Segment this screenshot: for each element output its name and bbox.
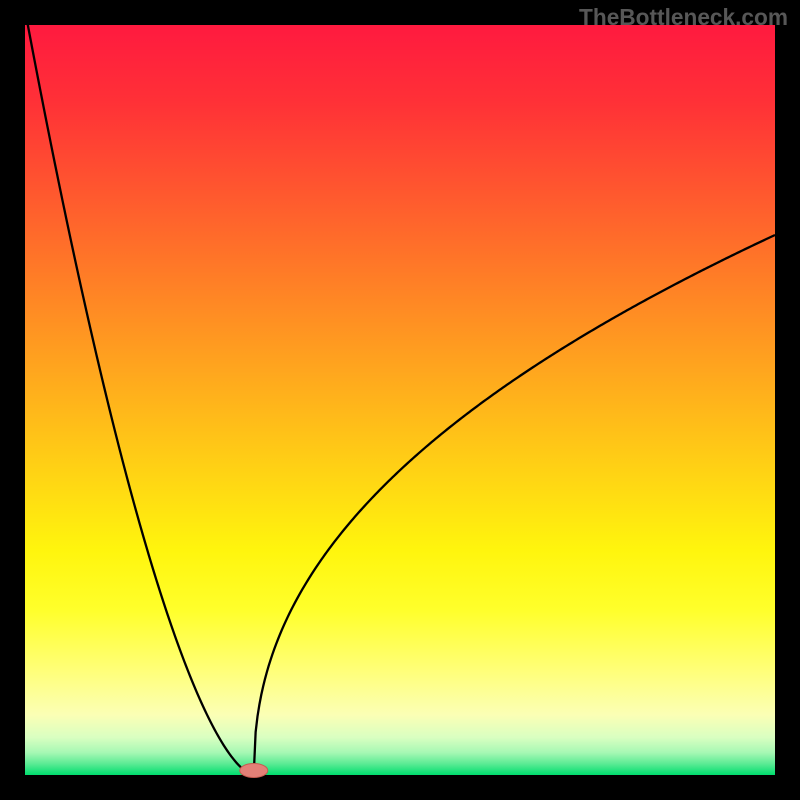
chart-container: TheBottleneck.com (0, 0, 800, 800)
optimum-marker (240, 764, 268, 778)
plot-background (25, 25, 775, 775)
bottleneck-chart (0, 0, 800, 800)
